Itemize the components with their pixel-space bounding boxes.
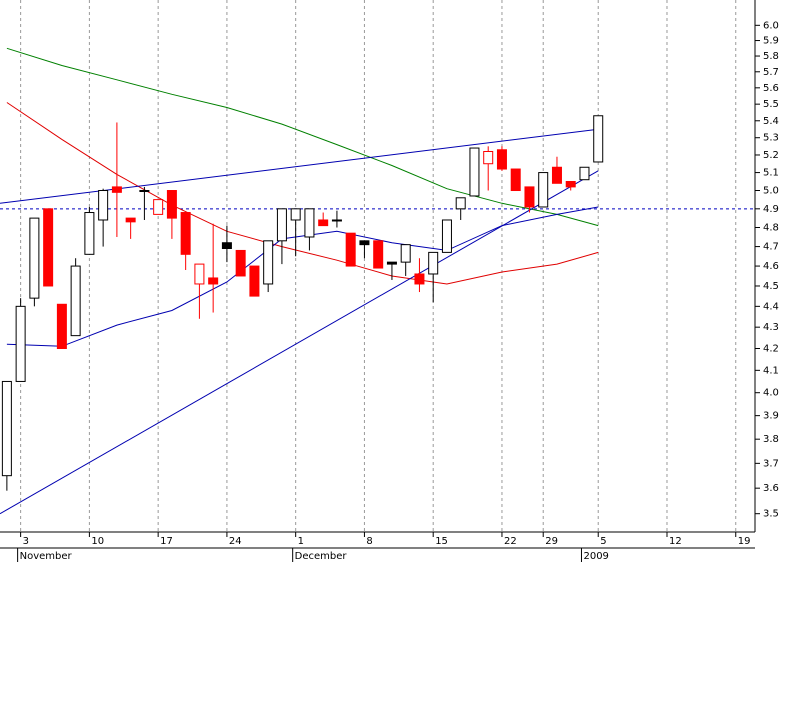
candle-body [43,208,54,287]
candle-body [345,232,356,267]
y-tick-label: 3.8 [763,434,779,445]
candle-body [483,150,494,165]
y-tick-label: 4.6 [763,261,779,272]
candle-body [221,242,232,250]
candle-body [166,190,177,219]
candle-body [373,240,384,269]
candle-body [56,303,67,349]
candle-body [125,217,136,223]
y-tick-label: 5.3 [763,133,779,144]
y-tick-label: 4.3 [763,322,779,333]
candle-body [318,219,329,227]
y-tick-label: 5.8 [763,51,779,62]
indicator-line [6,102,599,285]
x-tick-label: 15 [435,536,448,547]
x-tick-label: 22 [504,536,517,547]
x-tick-label: 1 [298,536,304,547]
month-label: December [295,551,348,562]
y-tick-label: 5.7 [763,67,779,78]
x-tick-label: 29 [545,536,558,547]
y-tick-label: 5.9 [763,36,779,47]
candle-body [593,115,604,163]
candle-body [304,208,315,238]
candle-body [290,208,301,221]
candle-body [441,219,452,253]
candle-body [84,212,95,255]
y-tick-label: 3.6 [763,483,779,494]
candle-body [331,219,342,222]
y-tick-label: 4.5 [763,281,779,292]
y-tick-label: 5.1 [763,168,779,179]
candle-body [194,263,205,285]
y-tick-label: 5.0 [763,186,779,197]
candle-body [428,251,439,275]
candle-body [359,240,370,246]
candle-body [510,168,521,192]
candle-body [579,166,590,181]
y-tick-label: 4.2 [763,343,779,354]
month-label: 2009 [583,551,608,562]
candle-body [111,186,122,193]
y-tick-label: 4.0 [763,388,779,399]
candle-body [153,199,164,215]
x-tick-label: 19 [738,536,751,547]
candle-body [263,240,274,285]
candle-body [1,380,12,477]
candle-body [139,190,150,193]
candle-body [496,149,507,170]
y-tick-label: 5.6 [763,83,779,94]
y-tick-label: 3.9 [763,411,779,422]
y-tick-label: 6.0 [763,20,779,31]
candle-body [276,208,287,242]
y-tick-label: 3.5 [763,509,779,520]
y-tick-label: 5.4 [763,116,779,127]
candle-body [235,249,246,277]
candle-body [70,265,81,337]
y-tick-label: 5.5 [763,99,779,110]
candle-body [565,180,576,188]
candle-body [15,305,26,382]
candle-body [524,186,535,208]
x-tick-label: 24 [229,536,242,547]
x-tick-label: 12 [669,536,682,547]
x-tick-label: 10 [91,536,104,547]
candle-body [386,261,397,265]
indicator-line [6,206,599,347]
month-label: November [20,551,73,562]
candle-body [538,172,549,208]
y-tick-label: 3.7 [763,458,779,469]
candle-body [400,244,411,263]
y-tick-label: 4.8 [763,223,779,234]
x-tick-label: 8 [366,536,372,547]
candle-body [29,217,40,299]
x-tick-label: 17 [160,536,173,547]
y-tick-label: 4.4 [763,301,779,312]
candle-body [98,190,109,221]
x-tick-label: 3 [23,536,29,547]
candle-body [208,277,219,285]
indicator-line [0,170,599,515]
candle-body [455,197,466,210]
candle-body [414,273,425,285]
y-tick-label: 5.2 [763,150,779,161]
y-tick-label: 4.7 [763,242,779,253]
y-tick-label: 4.9 [763,204,779,215]
candle-body [469,147,480,197]
indicator-line [6,47,599,227]
y-tick-label: 4.1 [763,365,779,376]
candle-body [180,212,191,255]
candle-body [551,166,562,184]
candle-body [249,265,260,297]
x-tick-label: 5 [600,536,606,547]
